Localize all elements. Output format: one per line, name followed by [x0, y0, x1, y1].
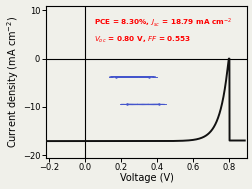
Text: $V_{oc}$ = 0.80 V, $FF$ = 0.553: $V_{oc}$ = 0.80 V, $FF$ = 0.553: [94, 35, 191, 45]
X-axis label: Voltage (V): Voltage (V): [119, 174, 173, 184]
Y-axis label: Current density (mA cm$^{-2}$): Current density (mA cm$^{-2}$): [6, 15, 21, 148]
Text: PCE = 8.30%, $J_{sc}$ = 18.79 mA cm$^{-2}$: PCE = 8.30%, $J_{sc}$ = 18.79 mA cm$^{-2…: [94, 16, 232, 29]
